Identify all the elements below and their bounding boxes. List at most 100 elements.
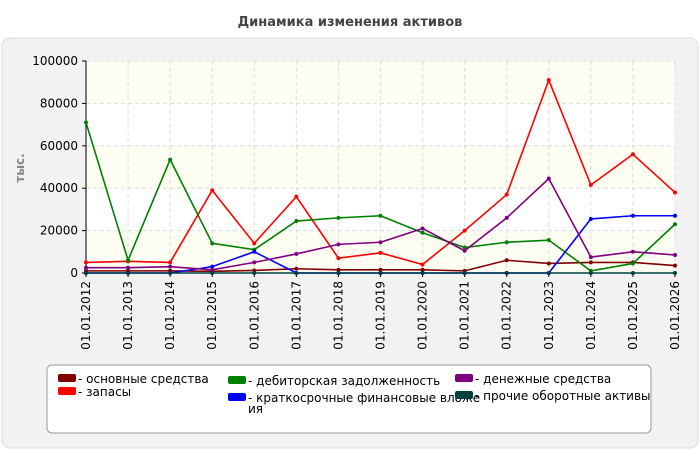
- data-point: [462, 245, 467, 250]
- data-point: [673, 252, 677, 257]
- data-point: [630, 261, 635, 266]
- data-point: [546, 271, 551, 275]
- legend-label: - запасы: [78, 385, 131, 399]
- data-point: [210, 241, 215, 246]
- legend-swatch: [455, 374, 473, 382]
- data-point: [252, 271, 257, 275]
- data-point: [252, 241, 257, 246]
- x-tick-label: 01.01.2022: [500, 281, 514, 350]
- data-point: [294, 194, 299, 199]
- data-point: [504, 215, 509, 220]
- legend-label: - прочие оборотные активы: [475, 389, 651, 403]
- data-point: [252, 249, 257, 254]
- data-point: [252, 260, 257, 265]
- data-point: [126, 265, 131, 270]
- data-point: [336, 271, 341, 275]
- data-point: [294, 271, 299, 275]
- legend: - основные средства- запасы - дебиторская…: [58, 372, 651, 416]
- data-point: [420, 230, 425, 235]
- data-point: [84, 271, 88, 275]
- data-point: [546, 176, 551, 181]
- legend-label: - дебиторская задолженность: [248, 374, 440, 388]
- data-point: [294, 219, 299, 224]
- x-tick-label: 01.01.2018: [331, 281, 345, 350]
- x-tick-label: 01.01.2024: [584, 281, 598, 350]
- legend-item: - дебиторская задолженность: [228, 374, 440, 388]
- plot-area: 100000 80000 60000 40000 20000 001.01.2012 01.…: [32, 54, 682, 350]
- data-point: [378, 250, 383, 255]
- legend-item: - прочие оборотные активы: [455, 389, 651, 403]
- data-point: [84, 120, 88, 125]
- data-point: [294, 251, 299, 256]
- data-point: [546, 261, 551, 266]
- data-point: [336, 215, 341, 220]
- data-point: [378, 267, 383, 272]
- data-point: [168, 260, 173, 265]
- y-axis-label: тыс.: [13, 153, 27, 182]
- x-tick-label: 01.01.2012: [79, 281, 93, 350]
- data-point: [126, 258, 131, 263]
- x-tick-label: 01.01.2020: [416, 281, 430, 350]
- data-point: [673, 213, 677, 218]
- data-point: [673, 190, 677, 195]
- data-point: [84, 260, 88, 265]
- data-point: [210, 188, 215, 193]
- x-tick-label: 01.01.2019: [374, 281, 388, 350]
- x-tick-label: 01.01.2017: [289, 281, 303, 350]
- data-point: [84, 265, 88, 270]
- data-point: [588, 216, 593, 221]
- data-point: [504, 271, 509, 275]
- legend-item: - основные средства: [58, 372, 209, 386]
- legend-box: [46, 364, 652, 434]
- data-point: [210, 264, 215, 269]
- y-tick-label: 60000: [40, 139, 78, 153]
- legend-item: - запасы: [58, 385, 131, 399]
- data-point: [673, 271, 677, 275]
- data-point: [630, 271, 635, 275]
- y-tick-label: 100000: [32, 54, 78, 68]
- data-point: [294, 266, 299, 271]
- data-point: [336, 267, 341, 272]
- legend-label: - основные средства: [78, 372, 209, 386]
- data-point: [462, 228, 467, 233]
- data-point: [168, 157, 173, 162]
- data-point: [126, 271, 131, 275]
- data-point: [336, 256, 341, 261]
- x-tick-label: 01.01.2013: [121, 281, 135, 350]
- legend-item: - денежные средства: [455, 372, 611, 386]
- data-point: [210, 267, 215, 272]
- data-point: [420, 226, 425, 231]
- data-point: [168, 264, 173, 269]
- data-point: [336, 242, 341, 247]
- data-point: [378, 213, 383, 218]
- x-tick-label: 01.01.2016: [247, 281, 261, 350]
- data-point: [588, 271, 593, 275]
- y-tick-label: 40000: [40, 181, 78, 195]
- y-tick-label: 80000: [40, 96, 78, 110]
- data-point: [630, 249, 635, 254]
- data-point: [588, 260, 593, 265]
- legend-swatch: [58, 387, 76, 395]
- legend-label: - денежные средства: [475, 372, 611, 386]
- data-point: [630, 152, 635, 157]
- legend-swatch: [455, 391, 473, 399]
- data-point: [673, 222, 677, 227]
- data-point: [378, 240, 383, 245]
- chart-title: Динамика изменения активов: [238, 15, 463, 30]
- data-point: [420, 262, 425, 267]
- data-point: [588, 255, 593, 260]
- data-point: [462, 248, 467, 253]
- y-tick-label: 20000: [40, 224, 78, 238]
- data-point: [673, 263, 677, 268]
- data-point: [588, 183, 593, 188]
- data-point: [462, 271, 467, 275]
- legend-swatch: [58, 374, 76, 382]
- x-tick-label: 01.01.2025: [626, 281, 640, 350]
- data-point: [504, 192, 509, 197]
- x-tick-label: 01.01.2014: [163, 281, 177, 350]
- y-tick-label: 0: [70, 266, 78, 280]
- x-tick-label: 01.01.2021: [458, 281, 472, 350]
